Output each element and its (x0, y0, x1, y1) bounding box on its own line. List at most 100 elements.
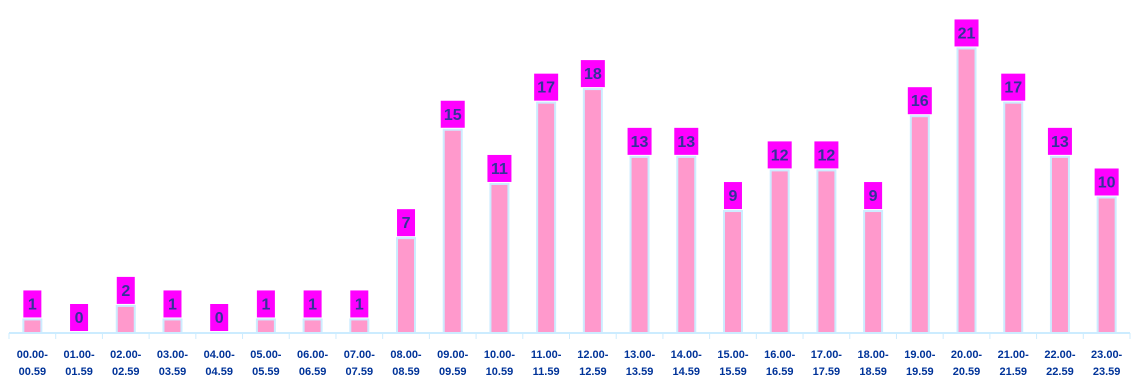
data-label: 9 (869, 188, 878, 205)
data-label-box (864, 182, 883, 210)
x-tick-label: 22.59 (1046, 366, 1074, 378)
data-label: 15 (444, 107, 462, 124)
bar (442, 128, 463, 334)
x-tick-label: 09.59 (439, 366, 467, 378)
data-label: 18 (584, 66, 602, 83)
x-tick-label: 11.59 (533, 366, 560, 378)
x-tick-label: 15.00- (717, 349, 749, 361)
x-tick-label: 20.59 (953, 366, 981, 378)
data-label: 13 (631, 134, 649, 151)
bar (489, 182, 510, 334)
bar (629, 155, 650, 334)
data-label-box (23, 290, 42, 318)
bar (22, 318, 43, 335)
bar (396, 237, 417, 334)
data-label-box (116, 276, 135, 304)
x-tick-label: 17.00- (811, 349, 843, 361)
bar (115, 304, 136, 334)
x-tick-label: 03.00- (157, 349, 189, 361)
x-tick-label: 17.59 (813, 366, 841, 378)
data-label-box (256, 290, 275, 318)
x-tick-label: 10.00- (484, 349, 516, 361)
x-tick-label: 01.59 (65, 366, 93, 378)
bar (1096, 196, 1117, 334)
data-label-box (303, 290, 322, 318)
bar (1049, 155, 1070, 334)
data-label: 1 (261, 296, 270, 313)
bar (255, 318, 276, 335)
x-tick-label: 00.00- (17, 349, 49, 361)
bar (769, 169, 790, 334)
data-label-box (210, 304, 229, 331)
x-tick-label: 23.59 (1093, 366, 1121, 378)
x-tick-label: 03.59 (159, 366, 187, 378)
data-label-box (163, 290, 182, 318)
x-tick-label: 18.59 (859, 366, 887, 378)
x-tick-label: 12.00- (577, 349, 609, 361)
x-tick-label: 08.59 (392, 366, 420, 378)
x-tick-label: 04.59 (205, 366, 233, 378)
data-label-box (814, 141, 839, 169)
data-label-box (674, 127, 699, 155)
x-tick-label: 12.59 (579, 366, 607, 378)
data-label: 7 (402, 215, 411, 232)
x-tick-label: 09.00- (437, 349, 469, 361)
data-label: 0 (215, 310, 224, 327)
data-label-box (534, 73, 559, 101)
data-label: 16 (911, 93, 929, 110)
bar (676, 155, 697, 334)
data-label: 0 (75, 310, 84, 327)
data-label-box (350, 290, 369, 318)
data-label: 2 (121, 283, 130, 300)
x-tick-label: 19.00- (904, 349, 936, 361)
data-label: 1 (308, 296, 317, 313)
x-tick-label: 02.00- (110, 349, 142, 361)
x-tick-label: 06.00- (297, 349, 329, 361)
data-label-box (1047, 127, 1072, 155)
x-tick-label: 20.00- (951, 349, 983, 361)
data-label-box (1001, 73, 1026, 101)
x-tick-label: 16.59 (766, 366, 794, 378)
x-tick-label: 05.00- (250, 349, 282, 361)
data-label: 12 (771, 147, 789, 164)
data-label: 9 (729, 188, 738, 205)
x-tick-label: 08.00- (390, 349, 422, 361)
data-label: 11 (491, 161, 508, 178)
bar (349, 318, 370, 335)
data-label-box (70, 304, 89, 331)
data-label: 1 (168, 296, 177, 313)
data-label-box (907, 87, 932, 115)
data-label-box (627, 127, 652, 155)
x-tick-label: 02.59 (112, 366, 140, 378)
x-tick-label: 14.59 (673, 366, 701, 378)
x-tick-label: 19.59 (906, 366, 934, 378)
x-tick-label: 21.00- (998, 349, 1030, 361)
data-label-box (954, 19, 979, 47)
x-tick-label: 13.59 (626, 366, 654, 378)
data-label: 12 (817, 147, 835, 164)
x-tick-label: 06.59 (299, 366, 327, 378)
bar (582, 88, 603, 334)
bar (956, 47, 977, 334)
data-label: 10 (1098, 175, 1116, 192)
bar (722, 210, 743, 334)
data-label-box (487, 154, 512, 182)
x-tick-label: 00.59 (19, 366, 47, 378)
data-label: 21 (958, 25, 976, 42)
data-label: 17 (1004, 80, 1022, 97)
data-label: 13 (677, 134, 695, 151)
data-label-box (580, 60, 605, 88)
data-label: 1 (28, 296, 37, 313)
bar (816, 169, 837, 334)
bar (162, 318, 183, 335)
data-label: 1 (355, 296, 364, 313)
data-label-box (397, 209, 416, 237)
x-tick-label: 07.00- (344, 349, 376, 361)
x-tick-label: 07.59 (346, 366, 374, 378)
data-label-box (767, 141, 792, 169)
bar (863, 210, 884, 334)
x-tick-label: 13.00- (624, 349, 656, 361)
data-label-box (723, 182, 742, 210)
x-tick-label: 04.00- (204, 349, 236, 361)
